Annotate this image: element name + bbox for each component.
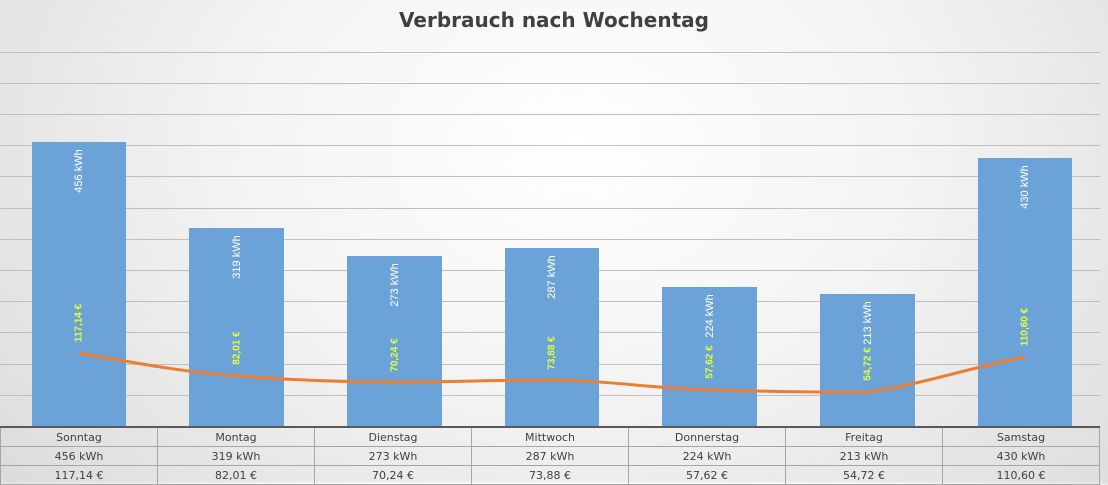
table-cell: Donnerstag — [628, 426, 786, 447]
table-cell: 273 kWh — [314, 446, 472, 466]
table-cell: Dienstag — [314, 426, 472, 447]
bar-mittwoch[interactable] — [505, 248, 599, 426]
gridline — [0, 52, 1100, 53]
table-row-categories: Sonntag Montag Dienstag Mittwoch Donners… — [0, 426, 1100, 447]
table-cell: 287 kWh — [471, 446, 629, 466]
table-row-kwh: 456 kWh 319 kWh 273 kWh 287 kWh 224 kWh … — [0, 446, 1100, 466]
gridline — [0, 208, 1100, 209]
bar-samstag[interactable] — [978, 158, 1072, 426]
data-table: Sonntag Montag Dienstag Mittwoch Donners… — [0, 426, 1100, 485]
kwh-label-dienstag: 273 kWh — [389, 263, 401, 307]
bar-montag[interactable] — [189, 228, 284, 426]
gridline — [0, 114, 1100, 115]
kwh-label-sonntag: 456 kWh — [73, 149, 85, 193]
kwh-label-mittwoch: 287 kWh — [546, 255, 558, 299]
bar-sonntag[interactable] — [32, 142, 126, 426]
table-cell: 110,60 € — [942, 465, 1100, 485]
gridline — [0, 176, 1100, 177]
eur-label-freitag: 54,72 € — [862, 347, 874, 381]
table-cell: Sonntag — [0, 426, 158, 447]
gridline — [0, 239, 1100, 240]
table-cell: Montag — [157, 426, 315, 447]
table-cell: Freitag — [785, 426, 943, 447]
gridline — [0, 145, 1100, 146]
bar-donnerstag[interactable] — [662, 287, 757, 426]
table-cell: 319 kWh — [157, 446, 315, 466]
eur-label-donnerstag: 57,62 € — [704, 345, 716, 379]
table-cell: 430 kWh — [942, 446, 1100, 466]
kwh-label-donnerstag: 224 kWh — [704, 294, 716, 338]
kwh-label-freitag: 213 kWh — [862, 301, 874, 345]
table-cell: 456 kWh — [0, 446, 158, 466]
gridline — [0, 83, 1100, 84]
table-cell: Mittwoch — [471, 426, 629, 447]
eur-label-dienstag: 70,24 € — [389, 338, 401, 372]
eur-label-mittwoch: 73,88 € — [546, 336, 558, 370]
bar-dienstag[interactable] — [347, 256, 442, 426]
kwh-label-montag: 319 kWh — [231, 235, 243, 279]
table-cell: Samstag — [942, 426, 1100, 447]
eur-label-samstag: 110,60 € — [1019, 307, 1031, 347]
eur-label-montag: 82,01 € — [231, 331, 243, 365]
bar-freitag[interactable] — [820, 294, 915, 426]
kwh-label-samstag: 430 kWh — [1019, 165, 1031, 209]
eur-label-sonntag: 117,14 € — [73, 303, 85, 343]
table-cell: 224 kWh — [628, 446, 786, 466]
table-cell: 213 kWh — [785, 446, 943, 466]
chart-title: Verbrauch nach Wochentag — [399, 8, 709, 32]
